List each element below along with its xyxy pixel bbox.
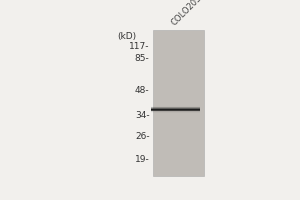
Bar: [151, 113, 200, 114]
Bar: [153, 30, 204, 176]
Text: 19-: 19-: [135, 155, 150, 164]
Bar: [151, 111, 200, 112]
Text: 85-: 85-: [135, 54, 150, 63]
Text: 34-: 34-: [135, 111, 150, 120]
Text: 26-: 26-: [135, 132, 150, 141]
Text: COLO205: COLO205: [169, 0, 204, 28]
Bar: [151, 112, 200, 113]
Bar: [151, 107, 200, 108]
Bar: [151, 106, 200, 107]
Bar: [151, 112, 200, 113]
Text: 117-: 117-: [129, 42, 150, 51]
Bar: [151, 109, 200, 110]
Bar: [151, 109, 200, 110]
Text: (kD): (kD): [117, 32, 136, 41]
Bar: [151, 108, 200, 109]
Bar: [151, 105, 200, 106]
Bar: [151, 107, 200, 108]
Bar: [151, 110, 200, 111]
Bar: [151, 105, 200, 106]
Bar: [151, 110, 200, 111]
Text: 48-: 48-: [135, 86, 150, 95]
